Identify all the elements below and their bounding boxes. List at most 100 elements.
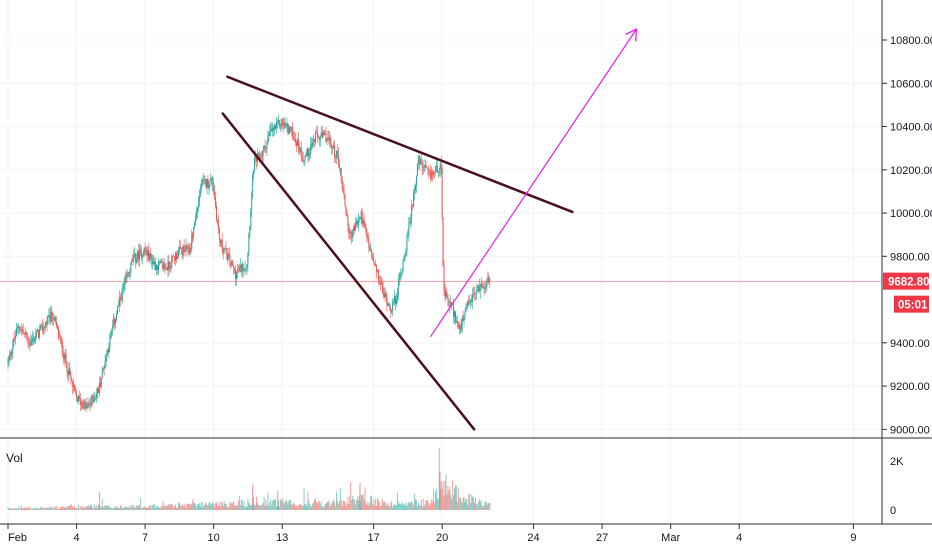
- candle-body: [45, 322, 47, 325]
- candle-body: [57, 328, 59, 337]
- time-axis-ticks[interactable]: Feb 4 7 10 13 17 20 24 27 Mar 4 9: [7, 524, 857, 544]
- candle-body: [434, 166, 436, 173]
- volume-bar: [122, 508, 124, 510]
- projection-arrow[interactable]: [430, 28, 637, 337]
- candle-body: [329, 137, 331, 141]
- candle-body: [232, 260, 234, 266]
- volume-bar: [113, 508, 115, 510]
- lower-trendline[interactable]: [221, 112, 476, 431]
- candle-body: [272, 127, 274, 132]
- candle-body: [136, 258, 138, 263]
- volume-bar: [66, 507, 68, 510]
- candle-body: [55, 317, 57, 322]
- candle-body: [180, 248, 182, 251]
- volume-bar: [299, 505, 301, 510]
- candle-body: [195, 217, 197, 223]
- volume-bar: [203, 505, 205, 510]
- candle-body: [249, 226, 251, 235]
- volume-bar: [87, 506, 89, 510]
- volume-bar: [348, 504, 350, 510]
- projection-arrow-head[interactable]: [625, 28, 638, 42]
- volume-bar: [180, 506, 182, 510]
- candle-body: [416, 164, 418, 176]
- candle-body: [302, 158, 304, 161]
- volume-bar: [452, 480, 454, 510]
- volume-bar: [109, 508, 111, 510]
- candle-body: [325, 133, 327, 143]
- volume-bar: [167, 506, 169, 510]
- volume-bar: [225, 503, 227, 510]
- volume-bar: [147, 507, 149, 510]
- candle-body: [414, 185, 416, 191]
- volume-bar: [383, 500, 385, 510]
- volume-bar: [314, 499, 316, 510]
- volume-bar: [243, 500, 245, 510]
- volume-bar: [473, 497, 475, 510]
- volume-bar: [156, 506, 158, 510]
- candle-body: [315, 132, 317, 142]
- volume-bar: [377, 500, 379, 510]
- volume-bar: [154, 503, 156, 510]
- candle-body: [108, 346, 110, 353]
- volume-bar: [326, 501, 328, 510]
- candle-body: [309, 153, 311, 155]
- volume-bar: [444, 481, 446, 510]
- candle-body: [137, 251, 139, 261]
- volume-bar: [129, 508, 131, 510]
- volume-bar: [461, 502, 463, 510]
- time-axis-tick-label: 7: [142, 532, 148, 544]
- volume-bar: [480, 500, 482, 510]
- candle-body: [385, 293, 387, 298]
- volume-bar: [458, 497, 460, 510]
- candle-body: [239, 265, 241, 268]
- candle-body: [322, 132, 324, 138]
- candle-body: [167, 261, 169, 271]
- candle-body: [212, 182, 214, 184]
- volume-bar: [424, 504, 426, 510]
- volume-bar: [421, 506, 423, 510]
- candle-body: [450, 301, 452, 306]
- volume-bar: [395, 505, 397, 510]
- candle-body: [190, 247, 192, 250]
- candle-body: [459, 325, 461, 330]
- candle-body: [116, 307, 118, 314]
- candle-body: [76, 392, 78, 397]
- volume-bar: [333, 499, 335, 510]
- candle-body: [204, 179, 206, 181]
- volume-bar: [334, 502, 336, 510]
- volume-bar: [470, 503, 472, 510]
- candle-body: [142, 254, 144, 256]
- volume-bar: [201, 502, 203, 510]
- candle-body: [147, 250, 149, 256]
- volume-bar: [297, 504, 299, 510]
- candle-body: [65, 354, 67, 363]
- volume-bar: [453, 495, 455, 510]
- candle-body: [316, 132, 318, 137]
- volume-bar: [264, 505, 266, 510]
- drawings-layer[interactable]: [221, 28, 638, 431]
- volume-bar: [139, 498, 141, 510]
- volume-bar: [258, 505, 260, 510]
- candle-body: [363, 219, 365, 224]
- candle-body: [233, 265, 235, 268]
- volume-bar: [303, 488, 305, 510]
- volume-bar: [125, 506, 127, 510]
- candle-body: [217, 222, 219, 230]
- volume-bar: [361, 495, 363, 510]
- volume-pane-label: Vol: [6, 451, 23, 465]
- volume-bar: [401, 501, 403, 510]
- volume-bar: [382, 502, 384, 510]
- upper-trendline[interactable]: [226, 75, 574, 214]
- candle-body: [470, 299, 472, 303]
- candle-body: [73, 384, 75, 388]
- volume-bar: [187, 504, 189, 510]
- candle-body: [252, 174, 254, 193]
- volume-bar: [45, 508, 47, 510]
- volume-bar: [358, 495, 360, 510]
- volume-bar: [349, 496, 351, 510]
- volume-bar: [393, 504, 395, 510]
- volume-axis-tick-0: 0: [890, 505, 896, 517]
- candle-body: [428, 169, 430, 171]
- volume-bar: [291, 504, 293, 510]
